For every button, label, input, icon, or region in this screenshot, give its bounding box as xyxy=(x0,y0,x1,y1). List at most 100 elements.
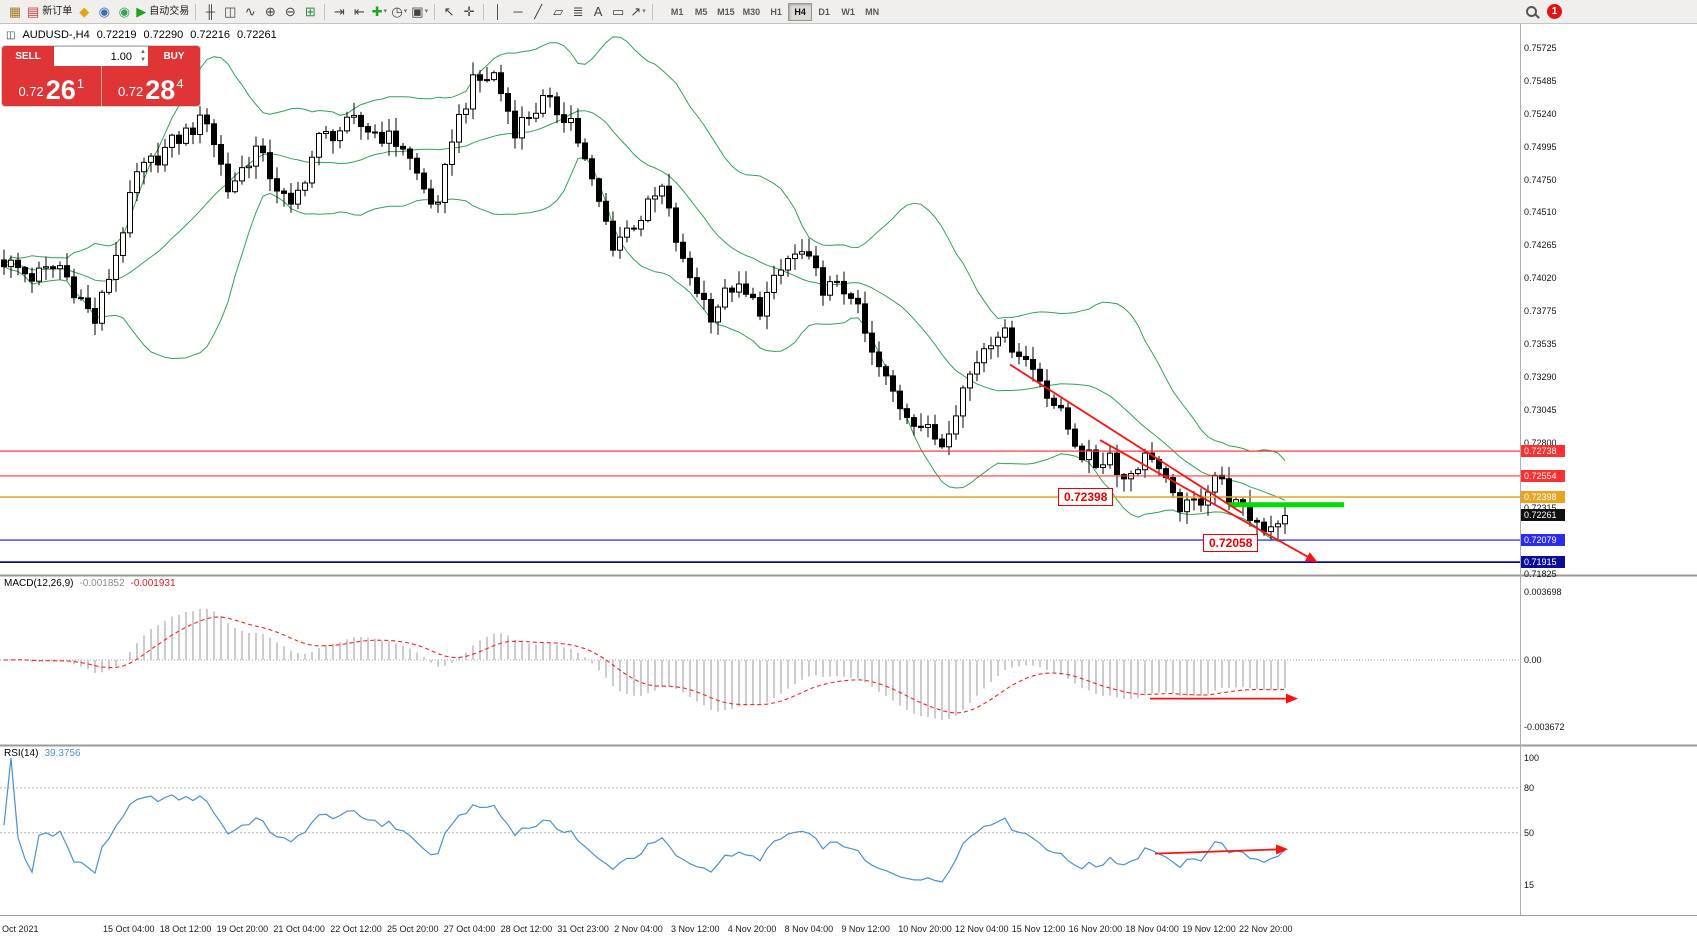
zoom-out-icon: ⊖ xyxy=(284,4,296,19)
arrows-icon[interactable]: ↗ ▾ xyxy=(628,2,648,22)
lot-size-input[interactable]: 1.00 ▲ ▼ xyxy=(54,46,148,66)
timeframe-m1[interactable]: M1 xyxy=(670,6,684,17)
auto-scroll-icon[interactable]: ⇥ xyxy=(329,2,349,22)
time-axis-label: 3 Nov 12:00 xyxy=(671,924,720,934)
periods-icon: ◷ xyxy=(391,4,403,19)
line-chart-icon[interactable]: ∿ xyxy=(240,2,260,22)
bear-candle xyxy=(190,127,196,136)
toolbar-right: 1 xyxy=(1526,4,1562,19)
new-order-icon-label: 新订单 xyxy=(42,5,73,17)
bull-candle xyxy=(183,127,189,144)
bull-candle xyxy=(57,265,63,270)
dropdown-caret-icon[interactable]: ▾ xyxy=(642,8,646,15)
lot-up-icon[interactable]: ▲ xyxy=(140,49,146,55)
zoom-out-icon[interactable]: ⊖ xyxy=(280,2,300,22)
bear-candle xyxy=(1009,327,1015,353)
auto-scroll-icon: ⇥ xyxy=(333,4,345,19)
toolbar-separator xyxy=(195,3,197,20)
crosshair-icon[interactable]: ✛ xyxy=(459,2,479,22)
bollinger-middle xyxy=(3,110,1286,501)
timeframe-h4[interactable]: H4 xyxy=(788,2,813,21)
vertical-line-icon[interactable]: │ xyxy=(488,2,508,22)
bear-candle xyxy=(85,297,91,310)
toolbar-separator xyxy=(483,3,485,20)
trend-arrow-line[interactable] xyxy=(1099,439,1318,563)
templates-icon[interactable]: ▣ ▾ xyxy=(409,2,430,22)
profile-icon[interactable]: ◉ xyxy=(94,2,114,22)
timeframe-d1[interactable]: D1 xyxy=(818,6,830,17)
label-icon[interactable]: ▭ xyxy=(608,2,628,22)
timeframe-m15[interactable]: M15 xyxy=(717,6,735,17)
zoom-in-icon[interactable]: ⊕ xyxy=(260,2,280,22)
dropdown-caret-icon[interactable]: ▾ xyxy=(383,8,387,15)
bear-candle xyxy=(932,424,938,440)
timeframe-h1[interactable]: H1 xyxy=(770,6,782,17)
sell-button[interactable]: SELL xyxy=(2,46,54,66)
bull-candle xyxy=(463,108,469,115)
bear-candle xyxy=(596,178,602,202)
autotrading-icon[interactable]: ▶ 自动交易 xyxy=(134,2,191,22)
time-axis-label: 15 Oct 04:00 xyxy=(103,924,155,934)
candlestick-chart-icon[interactable]: ◫ xyxy=(220,2,240,22)
toolbar: ▦ ▤ 新订单 ◆ ◉ ◉ ▶ 自动交易 ╫ ◫ ∿ ⊕ ⊖ ⊞ ⇥ ⇤ ✚ ▾ ◷ ▾ ▣ ▾ ↖ ✛ │ ─ ╱ ▱ ≣ A ▭ ↗ ▾ M… xyxy=(0,0,1697,24)
trendline-icon[interactable]: ╱ xyxy=(528,2,548,22)
bear-candle xyxy=(729,287,735,293)
trend-arrow-line[interactable] xyxy=(1009,363,1243,514)
news-icon[interactable]: ◉ xyxy=(114,2,134,22)
periods-icon[interactable]: ◷ ▾ xyxy=(389,2,409,22)
chart-window-icon[interactable]: ▦ xyxy=(5,2,25,22)
bear-candle xyxy=(701,292,707,300)
tile-windows-icon[interactable]: ⊞ xyxy=(300,2,320,22)
new-order-icon[interactable]: ▤ 新订单 xyxy=(25,2,74,22)
bull-candle xyxy=(484,79,490,82)
bear-candle xyxy=(71,276,77,299)
bull-candle xyxy=(652,195,658,200)
bear-candle xyxy=(155,155,161,166)
timeframe-w1[interactable]: W1 xyxy=(841,6,855,17)
ohlc-low: 0.72216 xyxy=(190,29,230,41)
indicators-icon[interactable]: ✚ ▾ xyxy=(369,2,389,22)
timeframe-m5[interactable]: M5 xyxy=(694,6,708,17)
sell-price-display[interactable]: 0.72 26 1 xyxy=(2,66,101,106)
bear-candle xyxy=(708,298,714,323)
ohlc-high: 0.72290 xyxy=(143,29,184,41)
rsi-annotation-arrow[interactable] xyxy=(1154,844,1288,855)
cursor-icon[interactable]: ↖ xyxy=(439,2,459,22)
bull-candle xyxy=(946,433,952,448)
text-icon[interactable]: A xyxy=(588,2,608,22)
dropdown-caret-icon[interactable]: ▾ xyxy=(403,8,408,15)
bull-candle xyxy=(302,182,308,191)
bear-candle xyxy=(757,297,763,317)
dropdown-caret-icon[interactable]: ▾ xyxy=(424,8,429,15)
rsi-axis-label: 100 xyxy=(1524,753,1540,763)
bear-candle xyxy=(1114,452,1120,476)
bull-candle xyxy=(638,219,644,230)
channel-icon[interactable]: ▱ xyxy=(548,2,568,22)
timeframe-m30[interactable]: M30 xyxy=(742,6,761,17)
bull-candle xyxy=(316,132,322,158)
lot-down-icon[interactable]: ▼ xyxy=(140,57,146,64)
price-axis-tick: 0.74750 xyxy=(1524,174,1557,185)
bear-candle xyxy=(904,408,910,419)
search-icon[interactable] xyxy=(1526,6,1537,17)
horizontal-line-icon[interactable]: ─ xyxy=(508,2,528,22)
fibonacci-icon[interactable]: ≣ xyxy=(568,2,588,22)
mql5-market-icon[interactable]: ◆ xyxy=(74,2,94,22)
chart-shift-icon[interactable]: ⇤ xyxy=(349,2,369,22)
bear-candle xyxy=(78,297,84,300)
buy-price-lead: 0.72 xyxy=(117,84,144,99)
bull-candle xyxy=(1107,452,1113,466)
bull-candle xyxy=(967,373,973,389)
bear-candle xyxy=(869,332,875,353)
bear-candle xyxy=(589,158,595,180)
timeframe-mn[interactable]: MN xyxy=(865,6,880,17)
bull-candle xyxy=(981,348,987,364)
candlestick-chart-icon: ◫ xyxy=(224,4,237,19)
lot-stepper[interactable]: ▲ ▼ xyxy=(140,48,146,65)
buy-button[interactable]: BUY xyxy=(148,46,200,66)
buy-price-display[interactable]: 0.72 28 4 xyxy=(100,66,201,106)
ohlc-bars-icon[interactable]: ╫ xyxy=(200,2,220,22)
time-axis-label: 2 Nov 04:00 xyxy=(614,924,663,934)
notification-badge[interactable]: 1 xyxy=(1547,4,1562,19)
